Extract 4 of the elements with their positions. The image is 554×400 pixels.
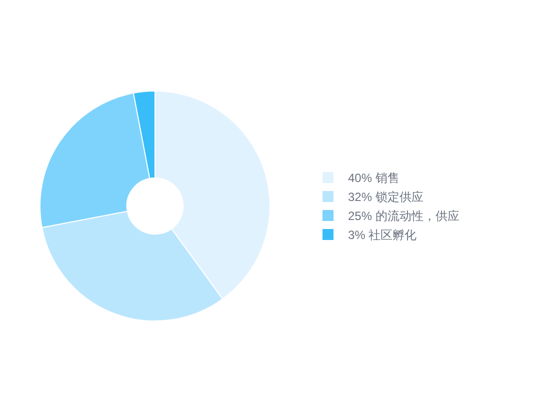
legend-label: 32% 锁定供应 (348, 190, 424, 204)
legend-label: 25% 的流动性，供应 (348, 209, 460, 224)
legend-label: 40% 销售 (348, 171, 400, 186)
legend-label: 3% 社区孵化 (348, 228, 417, 242)
